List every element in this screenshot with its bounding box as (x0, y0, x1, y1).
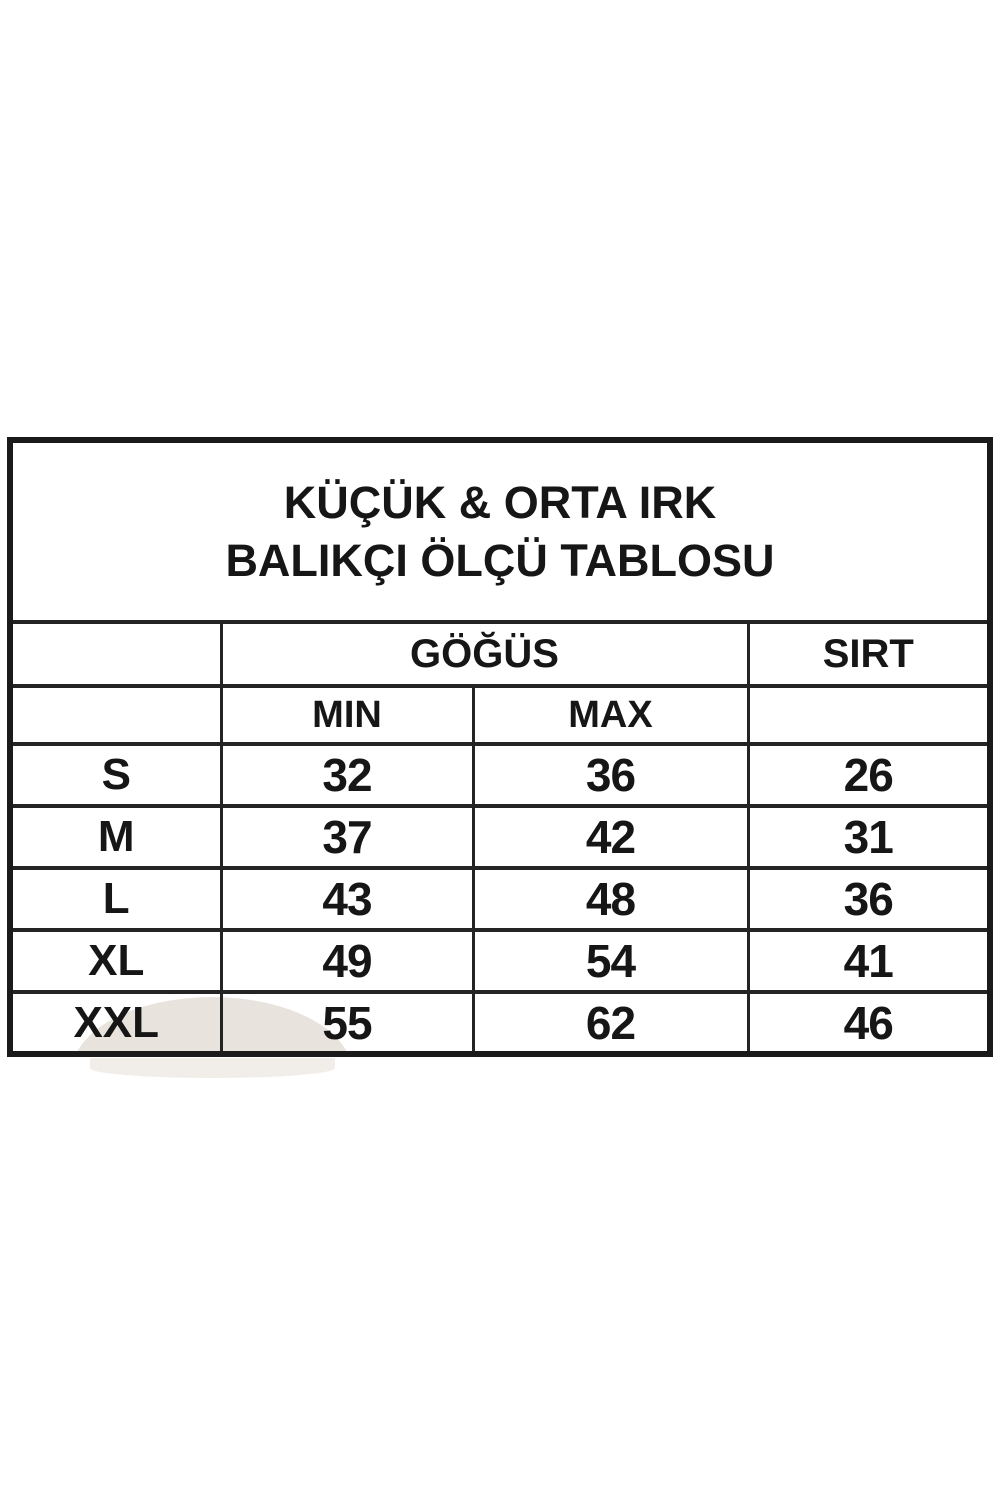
table-row: XL 49 54 41 (8, 928, 992, 994)
row-max-value: 48 (471, 866, 750, 932)
row-min-value: 55 (219, 990, 475, 1056)
table-row: L 43 48 36 (8, 866, 992, 932)
row-size-label: M (8, 804, 223, 870)
table-row: M 37 42 31 (8, 804, 992, 870)
chart-title: KÜÇÜK & ORTA IRK BALIKÇI ÖLÇÜ TABLOSU (8, 438, 992, 624)
chart-title-line2: BALIKÇI ÖLÇÜ TABLOSU (225, 534, 775, 586)
row-min-value: 49 (219, 928, 475, 994)
header-min: MIN (219, 684, 475, 746)
row-max-value: 42 (471, 804, 750, 870)
header-sirt: SIRT (746, 620, 992, 688)
row-size-label: L (8, 866, 223, 932)
row-min-value: 43 (219, 866, 475, 932)
row-max-value: 36 (471, 742, 750, 808)
size-chart-container: KÜÇÜK & ORTA IRK BALIKÇI ÖLÇÜ TABLOSU GÖ… (7, 437, 993, 1057)
sub-header-row: MIN MAX (8, 684, 992, 746)
table-row: S 32 36 26 (8, 742, 992, 808)
row-max-value: 54 (471, 928, 750, 994)
watermark-blob-tail (90, 1058, 335, 1078)
table-row: XXL 55 62 46 (8, 990, 992, 1056)
header-max: MAX (471, 684, 750, 746)
row-size-label: S (8, 742, 223, 808)
corner-empty-cell (8, 620, 223, 688)
row-min-value: 32 (219, 742, 475, 808)
row-sirt-value: 46 (746, 990, 992, 1056)
row-sirt-value: 26 (746, 742, 992, 808)
chart-title-line1: KÜÇÜK & ORTA IRK (283, 476, 717, 528)
group-header-row: GÖĞÜS SIRT (8, 620, 992, 688)
row-size-label: XXL (8, 990, 223, 1056)
empty-cell (746, 684, 992, 746)
empty-cell (8, 684, 223, 746)
row-sirt-value: 31 (746, 804, 992, 870)
row-max-value: 62 (471, 990, 750, 1056)
row-min-value: 37 (219, 804, 475, 870)
row-size-label: XL (8, 928, 223, 994)
header-gogus: GÖĞÜS (219, 620, 750, 688)
title-row: KÜÇÜK & ORTA IRK BALIKÇI ÖLÇÜ TABLOSU (8, 438, 992, 624)
row-sirt-value: 41 (746, 928, 992, 994)
size-chart-table: KÜÇÜK & ORTA IRK BALIKÇI ÖLÇÜ TABLOSU GÖ… (7, 437, 993, 1057)
row-sirt-value: 36 (746, 866, 992, 932)
